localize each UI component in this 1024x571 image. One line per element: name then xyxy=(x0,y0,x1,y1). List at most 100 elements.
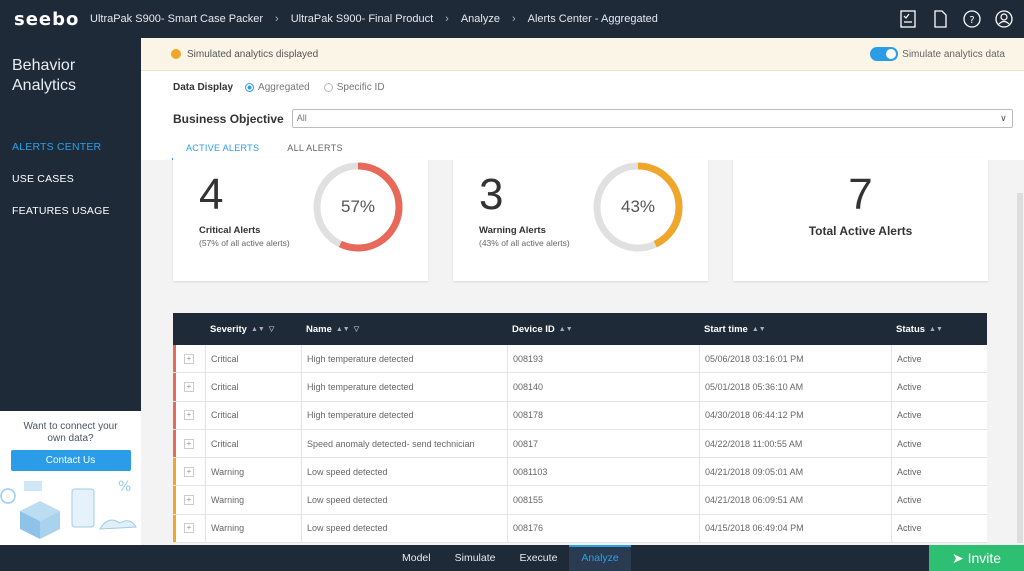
table-row[interactable]: + Warning Low speed detected 008176 04/15/20… xyxy=(173,514,987,544)
data-display-label: Data Display xyxy=(173,82,234,93)
status-cell: Active xyxy=(891,458,987,486)
severity-cell: Critical xyxy=(205,373,301,401)
expand-row-button[interactable]: + xyxy=(184,466,194,477)
sort-icon[interactable]: ▲▼ xyxy=(751,325,766,333)
option-aggregated-label[interactable]: Aggregated xyxy=(258,82,310,93)
total-label: Total Active Alerts xyxy=(808,224,913,238)
breadcrumb-final-product[interactable]: UltraPak S900- Final Product xyxy=(290,13,434,25)
chevron-right-icon: › xyxy=(511,13,516,25)
col-name[interactable]: Name ▲▼ ▽ xyxy=(301,324,507,335)
sidebar: Behavior Analytics ALERTS CENTER USE CAS… xyxy=(0,38,141,545)
business-objective-select[interactable]: All ∨ xyxy=(291,109,1013,128)
data-illustration-icon: % xyxy=(0,479,137,539)
invite-label: Invite xyxy=(967,550,1002,566)
col-device-id[interactable]: Device ID ▲▼ xyxy=(507,324,699,335)
invite-button[interactable]: ➤ Invite xyxy=(929,545,1024,571)
table-body: + Critical High temperature detected 008193… xyxy=(173,345,987,544)
tab-execute[interactable]: Execute xyxy=(519,552,558,564)
chevron-right-icon: › xyxy=(275,13,279,25)
tab-analyze[interactable]: Analyze xyxy=(569,545,631,571)
name-cell: High temperature detected xyxy=(301,401,507,429)
sidebar-item-use-cases[interactable]: USE CASES xyxy=(12,173,74,185)
business-objective-value: All xyxy=(296,113,307,123)
critical-donut xyxy=(313,162,403,252)
severity-indicator xyxy=(173,429,176,458)
breadcrumb-analyze[interactable]: Analyze xyxy=(460,13,500,25)
warning-donut xyxy=(593,162,683,252)
expand-row-button[interactable]: + xyxy=(184,523,194,534)
table-row[interactable]: + Critical High temperature detected 008178… xyxy=(173,401,987,430)
critical-label: Critical Alerts xyxy=(199,225,261,236)
status-cell: Active xyxy=(891,373,987,401)
alerts-tabs: ACTIVE ALERTS ALL ALERTS xyxy=(172,139,357,160)
table-row[interactable]: + Critical High temperature detected 008193… xyxy=(173,345,987,374)
table-row[interactable]: + Warning Low speed detected 008155 04/21/20… xyxy=(173,486,987,515)
warning-alerts-card: 3 Warning Alerts (43% of all active aler… xyxy=(453,158,708,281)
tab-active-alerts[interactable]: ACTIVE ALERTS xyxy=(172,139,274,160)
status-dot xyxy=(171,49,181,59)
filter-icon[interactable]: ▽ xyxy=(353,326,360,333)
sidebar-item-features-usage[interactable]: FEATURES USAGE xyxy=(12,205,110,217)
help-icon[interactable]: ? xyxy=(962,9,982,29)
send-icon: ➤ xyxy=(951,550,964,566)
option-specific-id-label[interactable]: Specific ID xyxy=(336,82,385,93)
warning-donut-arc xyxy=(593,162,683,252)
filter-icon[interactable]: ▽ xyxy=(268,326,275,333)
status-cell: Active xyxy=(891,486,987,514)
severity-indicator xyxy=(173,401,176,429)
tab-simulate[interactable]: Simulate xyxy=(454,552,496,564)
tab-model[interactable]: Model xyxy=(402,552,431,564)
connect-data-promo: Want to connect your own data? Contact U… xyxy=(0,411,141,545)
severity-indicator xyxy=(173,486,176,514)
simulate-toggle[interactable] xyxy=(870,47,899,61)
document-icon[interactable] xyxy=(930,9,950,29)
name-cell: Speed anomaly detected- send technician xyxy=(301,429,507,458)
report-icon[interactable] xyxy=(898,9,918,29)
tab-all-alerts[interactable]: ALL ALERTS xyxy=(287,143,343,153)
radio-aggregated[interactable] xyxy=(245,83,255,92)
device-id-cell: 0081103 xyxy=(507,458,699,486)
top-icons: ? xyxy=(898,9,1014,29)
sidebar-item-alerts-center[interactable]: ALERTS CENTER xyxy=(12,141,102,153)
severity-cell: Critical xyxy=(205,429,301,458)
expand-cell: + xyxy=(173,381,205,392)
radio-specific-id[interactable] xyxy=(323,83,333,92)
expand-cell: + xyxy=(173,523,205,534)
col-severity[interactable]: Severity ▲▼ ▽ xyxy=(205,324,301,335)
expand-row-button[interactable]: + xyxy=(184,353,194,364)
business-objective-label: Business Objective xyxy=(173,111,284,126)
sort-icon[interactable]: ▲▼ xyxy=(558,325,573,333)
banner-message: Simulated analytics displayed xyxy=(187,48,319,60)
scrollbar[interactable] xyxy=(1017,193,1023,543)
sort-icon[interactable]: ▲▼ xyxy=(250,325,265,333)
status-header-label: Status xyxy=(896,323,926,335)
expand-row-button[interactable]: + xyxy=(184,410,194,421)
expand-row-button[interactable]: + xyxy=(184,438,194,449)
contact-us-button[interactable]: Contact Us xyxy=(10,450,131,471)
critical-donut-arc xyxy=(313,162,403,252)
table-row[interactable]: + Critical Speed anomaly detected- send te… xyxy=(173,429,987,459)
col-status[interactable]: Status ▲▼ xyxy=(891,324,987,335)
svg-text:?: ? xyxy=(969,15,974,26)
device-id-cell: 008176 xyxy=(507,514,699,543)
table-row[interactable]: + Critical High temperature detected 008140… xyxy=(173,373,987,402)
warning-sub: (43% of all active alerts) xyxy=(479,238,570,248)
col-start-time[interactable]: Start time ▲▼ xyxy=(699,324,891,335)
mode-tabs: Model Simulate Execute Analyze xyxy=(390,545,631,571)
severity-header-label: Severity xyxy=(210,323,247,335)
name-header-label: Name xyxy=(306,323,332,335)
expand-row-button[interactable]: + xyxy=(184,495,194,506)
device-id-cell: 008140 xyxy=(507,373,699,401)
sort-icon[interactable]: ▲▼ xyxy=(929,325,943,333)
start-time-cell: 04/21/2018 06:09:51 AM xyxy=(699,486,891,514)
seebo-logo[interactable]: seebo xyxy=(14,8,80,30)
sort-icon[interactable]: ▲▼ xyxy=(335,325,350,333)
breadcrumb-product[interactable]: UltraPak S900- Smart Case Packer xyxy=(90,13,264,25)
alerts-table: Severity ▲▼ ▽ Name ▲▼ ▽ Device ID ▲▼ Start ti… xyxy=(173,313,987,544)
table-row[interactable]: + Warning Low speed detected 0081103 04/21/2… xyxy=(173,458,987,487)
promo-text-line2: own data? xyxy=(47,433,94,444)
status-cell: Active xyxy=(891,345,987,373)
name-cell: Low speed detected xyxy=(301,514,507,543)
expand-row-button[interactable]: + xyxy=(184,381,194,392)
user-icon[interactable] xyxy=(994,9,1014,29)
